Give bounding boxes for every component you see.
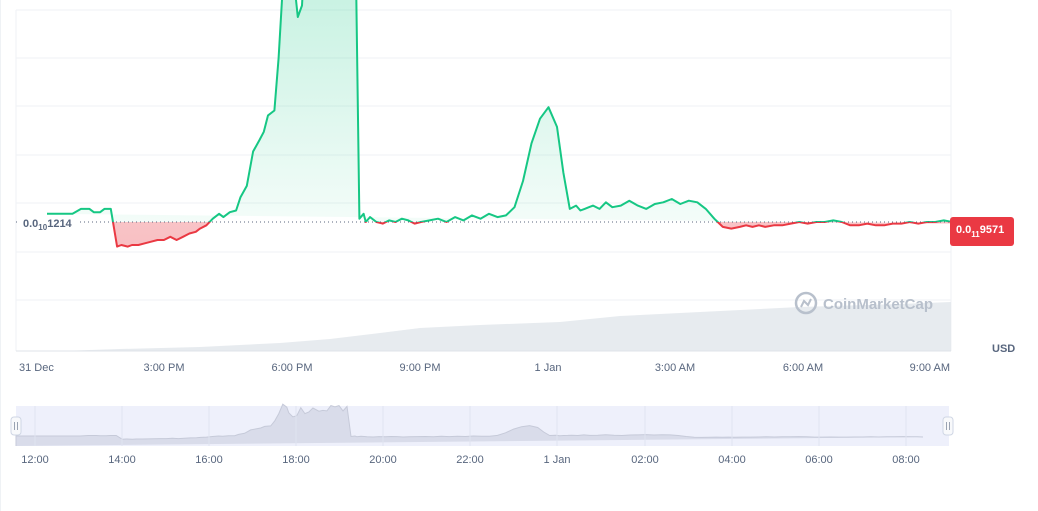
navigator-handle-grip[interactable] [10,416,22,436]
price-line-up [47,0,951,222]
x-tick-label: 3:00 AM [655,362,695,374]
coinmarketcap-logo-icon [794,291,818,315]
price-area-above-reference [47,0,951,222]
watermark-text: CoinMarketCap [823,296,933,313]
volume-area [60,302,951,351]
current-price-badge: 0.0119571 [950,217,1014,246]
x-tick-label: 3:00 PM [144,362,185,374]
navigator-tick-label: 04:00 [718,454,746,466]
navigator-tick-label: 02:00 [631,454,659,466]
navigator-tick-label: 06:00 [805,454,833,466]
navigator-tick-labels: 12:00 14:00 16:00 18:00 20:00 22:00 1 Ja… [21,454,920,466]
navigator-tick-label: 12:00 [21,454,49,466]
navigator-tick-label: 16:00 [195,454,223,466]
gridlines [16,9,951,301]
navigator-series [15,403,924,446]
coinmarketcap-logo-mark [800,298,812,308]
navigator-tick-label: 1 Jan [544,454,571,466]
navigator-handle-grip[interactable] [942,416,954,436]
currency-unit-label: USD [992,343,1015,355]
current-price-badge-bg [950,217,1014,246]
navigator-gridlines [34,406,907,446]
coinmarketcap-watermark: CoinMarketCap [794,291,933,315]
price-line-down [111,222,951,248]
navigator-right-handle[interactable] [942,416,954,436]
reference-price-label: 0.0101214 [23,218,73,232]
x-tick-label: 31 Dec [19,362,54,374]
navigator-tick-label: 18:00 [282,454,310,466]
x-tick-label: 6:00 AM [783,362,823,374]
x-tick-label: 9:00 PM [400,362,441,374]
x-tick-label: 1 Jan [535,362,562,374]
price-area-below-reference [112,222,951,247]
x-tick-label: 9:00 AM [910,362,950,374]
current-price-text: 0.0119571 [956,224,1004,239]
range-navigator[interactable] [10,403,954,446]
navigator-tick-label: 20:00 [369,454,397,466]
navigator-tick-label: 22:00 [456,454,484,466]
navigator-tick-label: 08:00 [892,454,920,466]
x-tick-label: 6:00 PM [272,362,313,374]
reference-label-bg [19,215,77,230]
x-axis-ticks: 31 Dec 3:00 PM 6:00 PM 9:00 PM 1 Jan 3:0… [19,362,950,374]
navigator-left-handle[interactable] [10,416,22,436]
navigator-tick-label: 14:00 [108,454,136,466]
